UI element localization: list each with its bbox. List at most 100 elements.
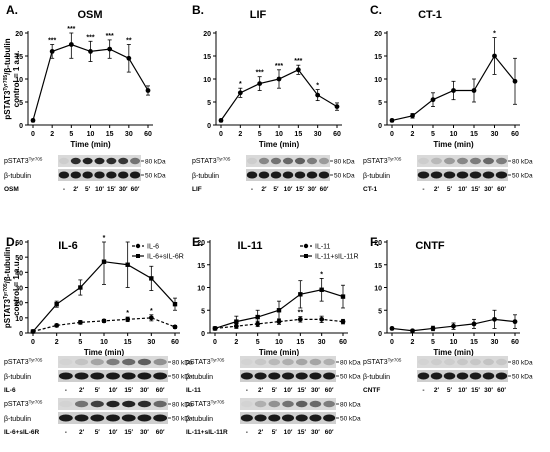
tubulin-band — [254, 372, 267, 380]
x-tick-label: 2 — [50, 131, 54, 138]
tubulin-band — [153, 372, 168, 380]
y-tick-label: 20 — [15, 301, 23, 308]
significance-mark: *** — [67, 26, 75, 33]
x-tick-label: 0 — [219, 131, 223, 138]
pstat-band — [431, 157, 442, 165]
tubulin-band — [70, 171, 82, 179]
tubulin-row-label: β-tubulin — [4, 374, 31, 381]
series-il-6: * * — [30, 308, 178, 334]
tubulin-band — [121, 372, 136, 380]
y-tick-label: 5 — [378, 308, 382, 315]
x-tick-label: 2 — [55, 339, 59, 346]
pstat-band — [309, 358, 322, 366]
pstat-band — [59, 400, 73, 408]
x-tick-label: 30 — [125, 131, 133, 138]
lane-label: 2′ — [258, 387, 264, 394]
pstat-row-label: pSTAT3Tyr705 — [363, 157, 402, 166]
significance-mark: * — [316, 83, 319, 90]
significance-mark: *** — [86, 34, 94, 41]
treatment-label: LIF — [192, 186, 202, 193]
pstat-row-label: pSTAT3Tyr705 — [4, 157, 43, 166]
data-point — [30, 118, 36, 123]
lane-label: 2′ — [261, 186, 267, 193]
y-tick-label: 0 — [19, 123, 23, 130]
x-tick-label: 2 — [411, 131, 415, 138]
tubulin-band — [254, 414, 267, 422]
data-point — [255, 314, 260, 320]
data-point — [88, 49, 93, 54]
western-blot-il-6-sil-6r: - 2′ 5′ 10′ 15′ 30′ 60′ pSTAT3Tyr705 β-tubulin IL… — [4, 398, 193, 436]
tubulin-band — [74, 414, 89, 422]
tubulin-band — [469, 372, 482, 380]
data-point — [315, 92, 321, 98]
tubulin-band — [137, 372, 152, 380]
x-tick-label: 15 — [296, 339, 304, 346]
pstat-band — [246, 157, 258, 165]
data-point — [30, 329, 36, 334]
kda-80-label: 80 kDa — [340, 360, 361, 367]
lane-label: 10′ — [109, 387, 118, 394]
y-tick-label: 20 — [203, 31, 211, 38]
x-tick-label: 60 — [333, 131, 341, 138]
x-tick-label: 5 — [78, 339, 82, 346]
pstat-band — [444, 157, 455, 165]
pstat-band — [457, 358, 468, 366]
tubulin-band — [240, 414, 253, 422]
tubulin-band — [94, 171, 105, 179]
data-point — [68, 42, 74, 47]
x-tick-label: 15 — [124, 339, 132, 346]
x-tick-label: 30 — [147, 339, 155, 346]
data-point — [145, 88, 151, 93]
x-tick-label: 10 — [450, 339, 458, 346]
lane-label: 30′ — [311, 429, 320, 436]
kda-50-label: 50 kDa — [172, 416, 193, 423]
tubulin-band — [323, 414, 336, 422]
tubulin-band — [281, 372, 295, 380]
series-main: *********** — [218, 58, 340, 123]
y-tick-label: 5 — [378, 100, 382, 107]
chart-title: LIF — [250, 9, 267, 21]
lane-label: 10′ — [284, 186, 293, 193]
lane-label: - — [422, 387, 424, 394]
lane-label: 5′ — [447, 387, 453, 394]
lane-label: 30′ — [311, 387, 320, 394]
x-axis-label: Time (min) — [433, 348, 474, 357]
data-point — [410, 328, 415, 334]
chart-panel-ct-1: C. CT-1 0 5 10 15 20 0 2 5 10 15 30 60 Time (min) * - 2′ 5… — [363, 3, 533, 193]
pstat-band — [106, 157, 117, 165]
lane-label: 30′ — [140, 429, 149, 436]
western-blot-osm: - 2′ 5′ 10′ 15′ 30′ 60′ pSTAT3Tyr705 β-tubulin OS… — [4, 155, 166, 193]
significance-mark: *** — [48, 38, 56, 45]
data-point — [107, 46, 113, 52]
y-tick-label: 15 — [203, 54, 211, 61]
data-point — [257, 81, 263, 86]
kda-80-label: 80 kDa — [340, 402, 361, 409]
pstat-band — [282, 358, 294, 366]
y-tick-label: 20 — [15, 31, 23, 38]
y-tick-label: 5 — [201, 308, 205, 315]
tubulin-band — [129, 171, 141, 179]
kda-80-label: 80 kDa — [145, 159, 166, 166]
tubulin-band — [430, 372, 443, 380]
y-tick-label: 20 — [374, 240, 382, 247]
kda-80-label: 80 kDa — [172, 360, 193, 367]
y-tick-label: 30 — [15, 286, 23, 293]
x-tick-label: 15 — [470, 131, 478, 138]
tubulin-band — [58, 372, 73, 380]
pstat-band — [270, 157, 282, 165]
y-tick-label: 5 — [207, 100, 211, 107]
tubulin-band — [430, 171, 443, 179]
significance-mark: ** — [126, 38, 132, 45]
tubulin-band — [495, 372, 508, 380]
panel-letter: F. — [370, 235, 379, 249]
x-tick-label: 0 — [390, 339, 394, 346]
legend-label: IL-6 — [147, 244, 159, 251]
tubulin-row-label: β-tubulin — [363, 173, 390, 180]
pstat-band — [58, 157, 69, 165]
y-tick-label: 15 — [374, 54, 382, 61]
pstat-band — [153, 400, 167, 408]
data-point — [54, 323, 60, 328]
data-point — [101, 259, 107, 264]
